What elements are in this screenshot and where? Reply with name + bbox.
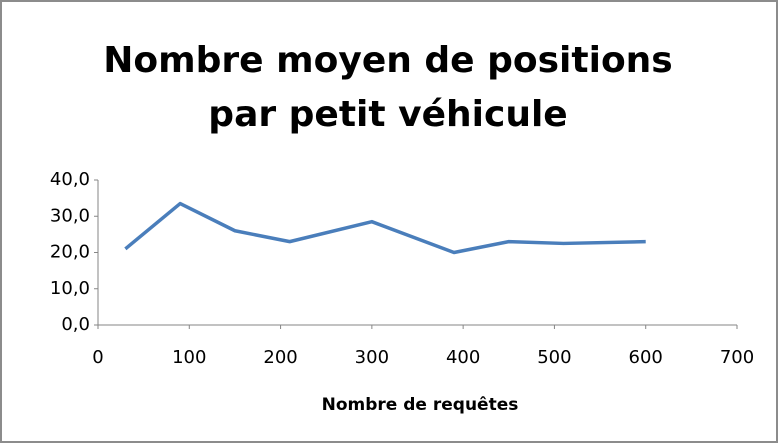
chart-title: par petit véhicule — [208, 94, 567, 135]
y-tick-label: 40,0 — [50, 169, 90, 190]
x-tick-label: 300 — [355, 347, 389, 368]
chart-title: Nombre moyen de positions — [103, 40, 672, 81]
y-tick-label: 20,0 — [50, 242, 90, 263]
x-tick-label: 600 — [629, 347, 663, 368]
x-tick-label: 400 — [446, 347, 480, 368]
y-tick-label: 0,0 — [61, 314, 90, 335]
y-tick-label: 10,0 — [50, 278, 90, 299]
x-axis-label: Nombre de requêtes — [322, 395, 519, 415]
x-tick-label: 200 — [263, 347, 297, 368]
x-tick-label: 0 — [92, 347, 103, 368]
x-tick-label: 100 — [172, 347, 206, 368]
y-tick-label: 30,0 — [50, 205, 90, 226]
data-line — [124, 201, 646, 255]
x-tick-label: 500 — [537, 347, 571, 368]
x-tick-label: 700 — [720, 347, 754, 368]
